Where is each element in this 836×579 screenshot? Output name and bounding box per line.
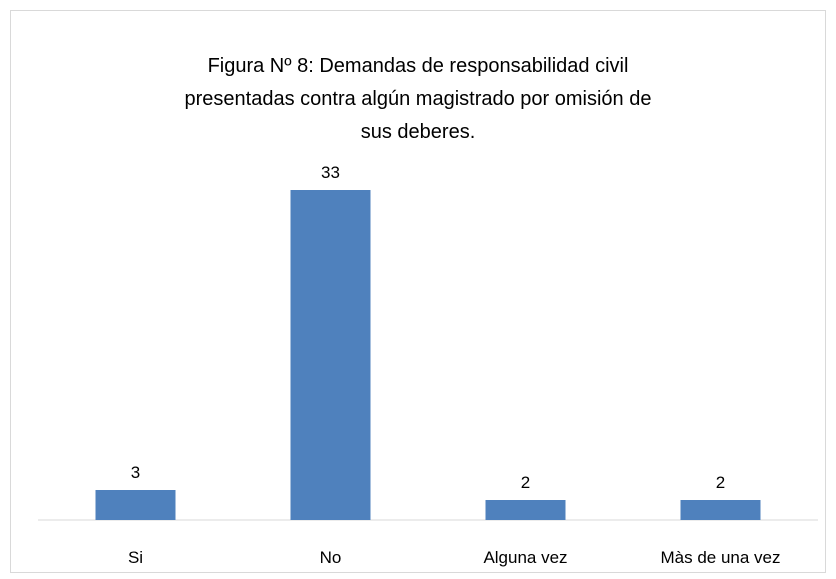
data-label: 2 [716, 473, 725, 492]
bar [95, 490, 176, 520]
bar [485, 500, 566, 520]
bar [680, 500, 761, 520]
data-label: 3 [131, 463, 140, 482]
chart-frame [10, 10, 826, 573]
data-label: 33 [321, 163, 340, 182]
chart-title: Figura Nº 8: Demandas de responsabilidad… [184, 55, 652, 143]
x-tick-label: Si [128, 548, 143, 567]
x-tick-label: Màs de una vez [660, 548, 780, 567]
data-label: 2 [521, 473, 530, 492]
x-tick-label: Alguna vez [483, 548, 567, 567]
bar [290, 190, 371, 520]
x-tick-label: No [320, 548, 342, 567]
